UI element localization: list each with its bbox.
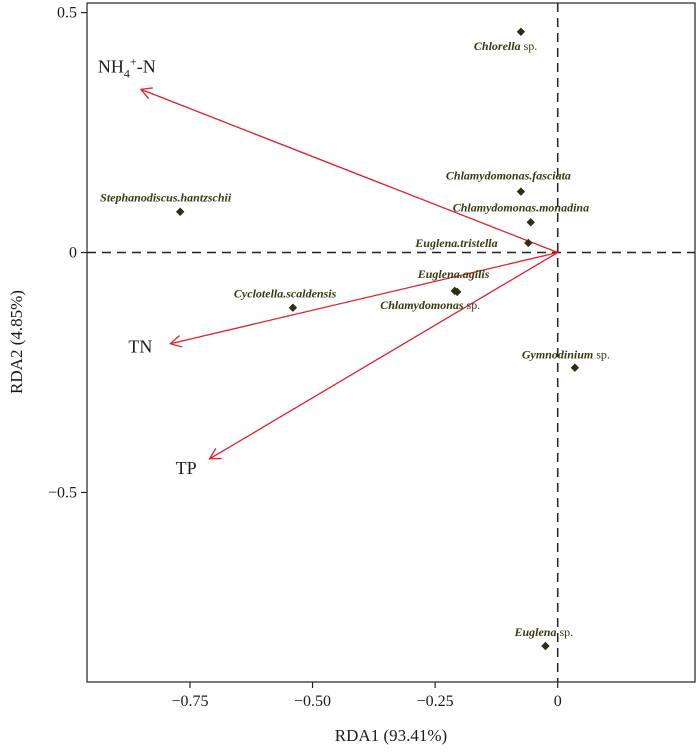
species-label: Stephanodiscus.hantzschii bbox=[100, 191, 232, 205]
species-label: Euglena.agilis bbox=[417, 267, 490, 281]
species-point bbox=[570, 363, 580, 372]
vector-tp bbox=[210, 251, 559, 459]
species-point bbox=[526, 218, 535, 227]
vector-tn bbox=[170, 251, 558, 344]
x-axis-title: RDA1 (93.41%) bbox=[335, 726, 447, 745]
species-point bbox=[524, 238, 533, 248]
vector-label-tp: TP bbox=[176, 458, 197, 478]
species-label: Chlamydomonas sp. bbox=[380, 298, 480, 312]
reference-lines bbox=[87, 3, 695, 682]
vector-label-tn: TN bbox=[128, 337, 152, 357]
x-tick-label: −0.25 bbox=[417, 693, 454, 710]
species-point bbox=[288, 303, 298, 312]
species-points bbox=[175, 27, 580, 651]
y-axis-title: RDA2 (4.85%) bbox=[7, 290, 26, 394]
vector-nh4 bbox=[141, 89, 558, 254]
vector-label-nh4: NH4+-N bbox=[98, 54, 156, 80]
species-label: Euglena.tristella bbox=[414, 236, 497, 250]
species-point bbox=[175, 207, 185, 216]
x-tick-label: −0.50 bbox=[294, 693, 331, 710]
environment-vectors: NH4+-N TN TP bbox=[98, 54, 559, 478]
species-point bbox=[516, 187, 526, 196]
y-tick-label: −0.5 bbox=[48, 484, 77, 501]
species-label: Chlamydomonas.fasciata bbox=[446, 169, 571, 183]
species-label: Chlamydomonas.monadina bbox=[453, 200, 589, 214]
axis-ticks: −0.75 −0.50 −0.25 0 0.5 0 −0.5 bbox=[48, 5, 562, 710]
species-point bbox=[541, 641, 550, 651]
x-tick-label: −0.75 bbox=[171, 693, 208, 710]
species-label: Chlorella sp. bbox=[474, 39, 537, 53]
species-label: Cyclotella.scaldensis bbox=[234, 287, 337, 301]
species-point bbox=[452, 287, 462, 297]
plot-frame bbox=[86, 2, 696, 683]
species-label: Euglena sp. bbox=[513, 625, 573, 639]
species-labels: Chlorella sp. Chlamydomonas.fasciata Chlam… bbox=[100, 39, 610, 639]
y-tick-label: 0 bbox=[69, 245, 77, 262]
species-point bbox=[516, 27, 526, 36]
species-label: Gymnodinium sp. bbox=[522, 348, 610, 362]
x-tick-label: 0 bbox=[554, 693, 562, 710]
y-tick-label: 0.5 bbox=[57, 5, 77, 22]
